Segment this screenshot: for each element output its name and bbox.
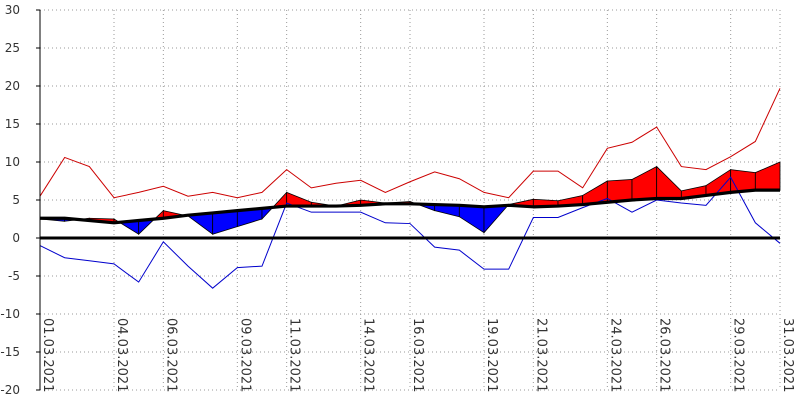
y-tick-label: 10: [5, 155, 20, 169]
y-tick-labels: -20 -15 -10 -5 0 5 10 15 20 25 30: [0, 3, 20, 397]
anomaly-segment: [483, 204, 509, 234]
x-tick-label: 29.03.2021: [731, 318, 746, 392]
max-temperature-line: [39, 88, 781, 199]
y-tick-label: 20: [5, 79, 20, 93]
y-tick-label: -10: [0, 307, 20, 321]
axes: [36, 9, 780, 391]
x-tick-label: 11.03.2021: [287, 318, 302, 392]
x-tick-label: 09.03.2021: [237, 318, 252, 392]
x-tick-label: 21.03.2021: [533, 318, 548, 392]
y-tick-label: 15: [5, 117, 20, 131]
anomaly-segment: [631, 165, 658, 201]
x-tick-label: 16.03.2021: [410, 318, 425, 392]
y-tick-label: 30: [5, 3, 20, 17]
y-tick-label: -5: [8, 269, 20, 283]
gridlines: [39, 9, 781, 391]
x-tick-labels: 01.03.2021 04.03.2021 06.03.2021 09.03.2021…: [40, 318, 795, 392]
y-tick-label: -15: [0, 345, 20, 359]
y-tick-label: 5: [12, 193, 20, 207]
y-tick-label: -20: [0, 383, 20, 397]
y-tick-label: 25: [5, 41, 20, 55]
x-tick-label: 24.03.2021: [607, 318, 622, 392]
series-lines: [39, 88, 781, 289]
x-tick-label: 19.03.2021: [484, 318, 499, 392]
x-tick-label: 04.03.2021: [114, 318, 129, 392]
anomaly-segment: [656, 165, 682, 199]
x-tick-label: 01.03.2021: [40, 318, 55, 392]
y-tick-label: 0: [12, 231, 20, 245]
x-tick-label: 14.03.2021: [361, 318, 376, 392]
x-tick-label: 26.03.2021: [657, 318, 672, 392]
climate-normal-line: [40, 188, 780, 225]
x-tick-label: 31.03.2021: [780, 318, 795, 392]
anomaly-segment: [458, 204, 485, 234]
anomaly-segment: [754, 161, 781, 191]
x-tick-label: 06.03.2021: [163, 318, 178, 392]
